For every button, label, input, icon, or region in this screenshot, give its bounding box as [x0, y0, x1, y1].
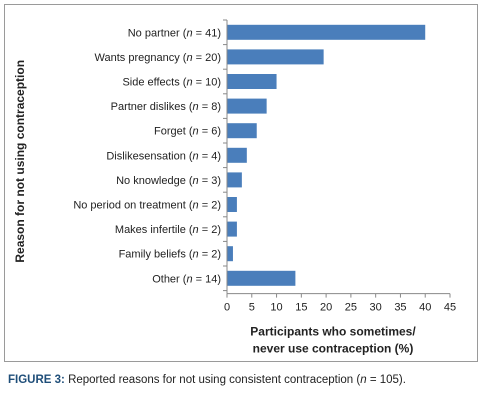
category-label-6: Dislikesensation (n = 4): [106, 150, 221, 162]
x-axis-title-line-1: Participants who sometimes/: [250, 325, 416, 339]
category-label-9: Makes infertile (n = 2): [115, 224, 221, 236]
x-tick-label: 25: [345, 302, 357, 314]
x-tick-label: 20: [320, 302, 332, 314]
bar-1: [227, 24, 426, 40]
category-label-7: No knowledge (n = 3): [116, 175, 221, 187]
x-axis-title-line-2: never use contraception (%): [253, 342, 414, 356]
category-label-2: Wants pregnancy (n = 20): [95, 52, 221, 64]
category-label-10: Family beliefs (n = 2): [119, 249, 221, 261]
bar-7: [227, 172, 242, 188]
chart-frame: [4, 4, 478, 362]
bar-11: [227, 270, 296, 286]
bar-10: [227, 246, 233, 262]
x-tick-label: 40: [419, 302, 431, 314]
category-label-8: No period on treatment (n = 2): [73, 200, 221, 212]
bar-9: [227, 221, 237, 237]
category-label-5: Forget (n = 6): [154, 126, 221, 138]
x-tick-label: 5: [249, 302, 255, 314]
x-tick-label: 35: [394, 302, 406, 314]
bar-5: [227, 123, 257, 139]
caption-text: Reported reasons for not using consisten…: [64, 374, 406, 386]
caption-label: FIGURE 3:: [8, 374, 65, 386]
x-tick-label: 45: [444, 302, 456, 314]
bar-4: [227, 98, 267, 114]
bar-2: [227, 49, 324, 65]
category-label-3: Side effects (n = 10): [122, 77, 221, 89]
y-axis-title: Reason for not using contraception: [13, 60, 27, 263]
category-label-11: Other (n = 14): [152, 273, 221, 285]
bar-3: [227, 74, 277, 89]
bar-chart: No partner (n = 41) Wants pregnancy (n = …: [13, 19, 456, 356]
x-tick-label: 0: [224, 302, 230, 314]
figure-caption: FIGURE 3: Reported reasons for not using…: [8, 374, 478, 386]
bar-8: [227, 197, 237, 212]
x-tick-label: 15: [295, 302, 307, 314]
category-label-4: Partner dislikes (n = 8): [111, 101, 221, 113]
bar-6: [227, 147, 247, 163]
category-label-1: No partner (n = 41): [128, 27, 221, 39]
x-tick-label: 10: [270, 302, 282, 314]
x-tick-label: 30: [370, 302, 382, 314]
